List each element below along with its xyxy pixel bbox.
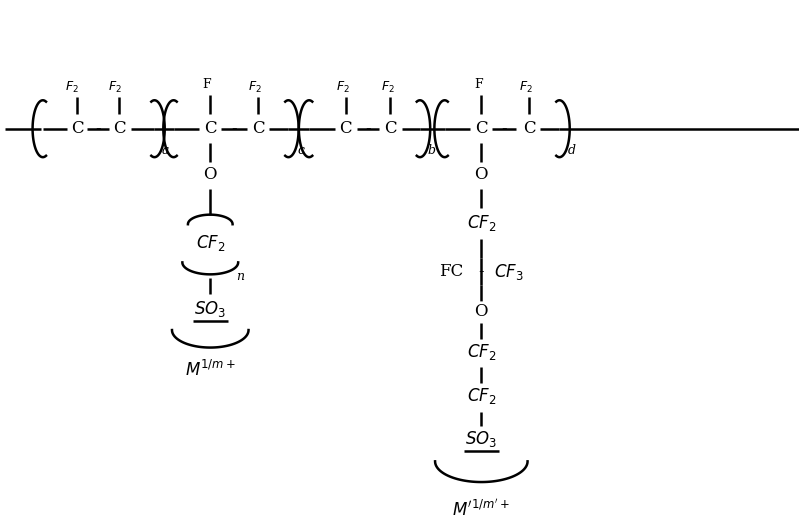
Text: -: -: [501, 120, 506, 137]
Text: b: b: [428, 145, 436, 157]
Text: C: C: [113, 120, 126, 137]
Text: $M^{1/m+}$: $M^{1/m+}$: [185, 360, 236, 380]
Text: C: C: [204, 120, 217, 137]
Text: -: -: [231, 120, 237, 137]
Text: C: C: [339, 120, 352, 137]
Text: $CF_2$: $CF_2$: [466, 386, 496, 406]
Text: F: F: [474, 79, 482, 91]
Text: -: -: [95, 120, 101, 137]
Text: O: O: [474, 303, 488, 320]
Text: a: a: [162, 145, 170, 157]
Text: $F_2$: $F_2$: [248, 80, 262, 95]
Text: n: n: [237, 270, 245, 283]
Text: d: d: [568, 145, 576, 157]
Text: $F_2$: $F_2$: [381, 80, 395, 95]
Text: -: -: [478, 263, 484, 280]
Text: O: O: [474, 166, 488, 183]
Text: $F_2$: $F_2$: [336, 80, 350, 95]
Text: C: C: [523, 120, 535, 137]
Text: $F_2$: $F_2$: [519, 80, 533, 95]
Text: c: c: [298, 145, 305, 157]
Text: C: C: [71, 120, 83, 137]
Text: FC: FC: [439, 263, 464, 280]
Text: $SO_3$: $SO_3$: [466, 429, 498, 449]
Text: $CF_3$: $CF_3$: [494, 262, 524, 282]
Text: -: -: [366, 120, 371, 137]
Text: $F_2$: $F_2$: [108, 80, 122, 95]
Text: C: C: [384, 120, 397, 137]
Text: $SO_3$: $SO_3$: [194, 298, 226, 318]
Text: C: C: [475, 120, 488, 137]
Text: O: O: [203, 166, 217, 183]
Text: $CF_2$: $CF_2$: [195, 232, 225, 252]
Text: $F_2$: $F_2$: [65, 80, 78, 95]
Text: $CF_2$: $CF_2$: [466, 213, 496, 233]
Text: F: F: [202, 79, 211, 91]
Text: $CF_2$: $CF_2$: [466, 342, 496, 362]
Text: C: C: [252, 120, 265, 137]
Text: $M'^{1/m'+}$: $M'^{1/m'+}$: [452, 499, 510, 520]
